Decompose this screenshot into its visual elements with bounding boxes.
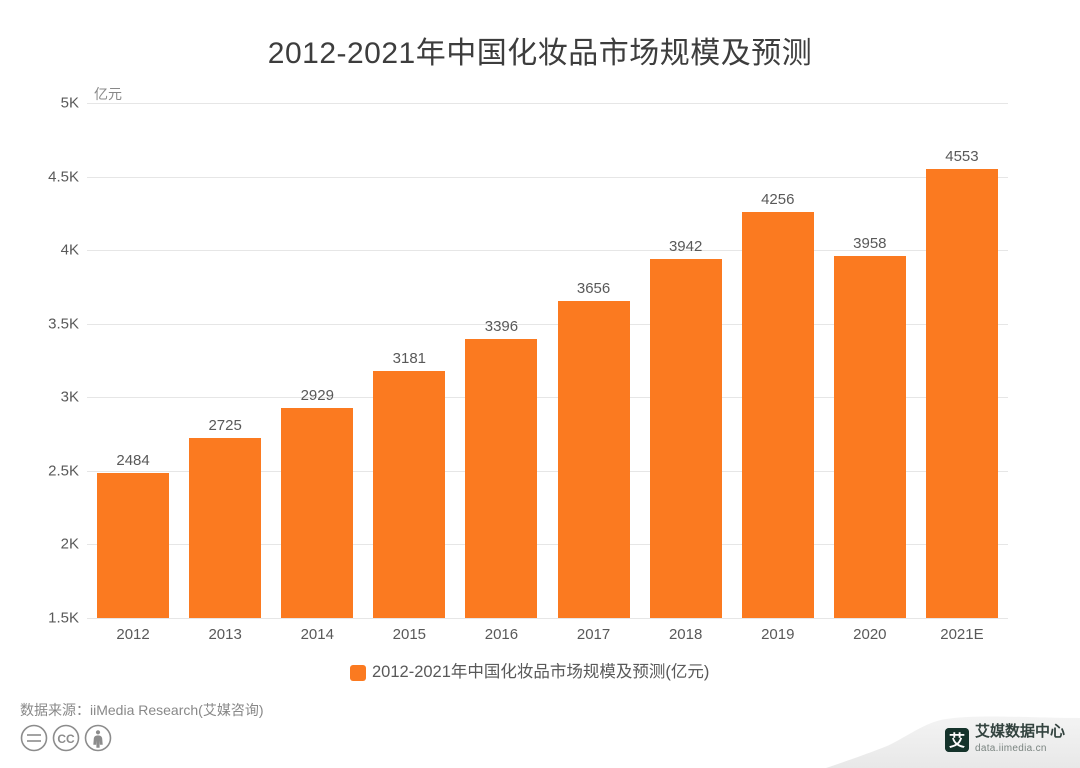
svg-text:艾: 艾 bbox=[949, 731, 965, 750]
svg-text:CC: CC bbox=[57, 732, 75, 746]
